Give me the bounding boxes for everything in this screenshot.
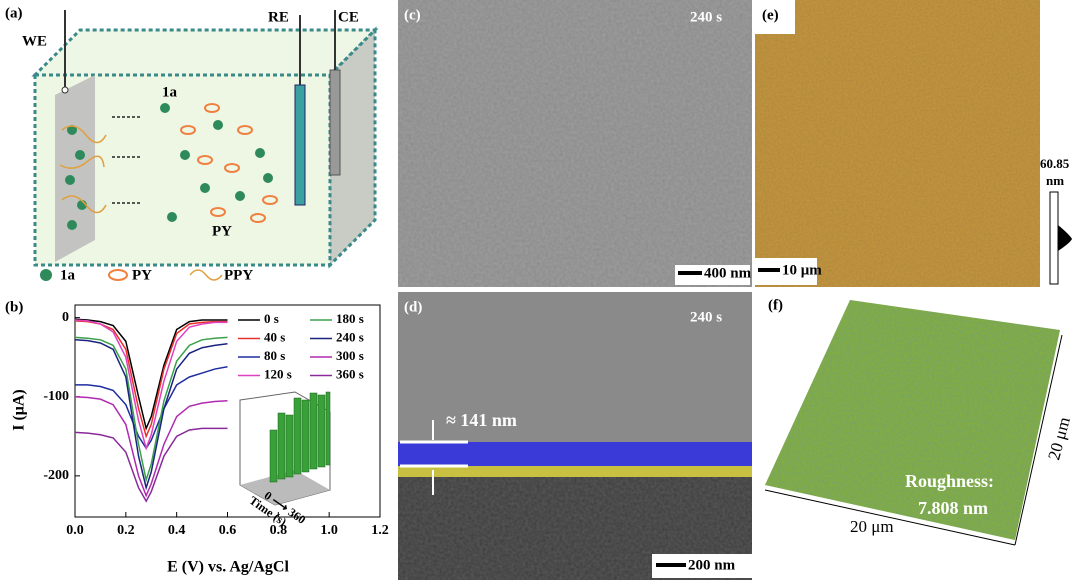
panel-label: (e) (762, 7, 779, 23)
panel-f: (f) Roughness: 7.808 nm 20 μm 20 μm (764, 297, 1074, 546)
series-line (74, 319, 228, 451)
species-label: PY (212, 223, 232, 239)
legend-label: 80 s (264, 348, 285, 363)
panel-e: (e) 10 μm 60.85 nm (755, 0, 1080, 290)
legend-label: PPY (224, 267, 253, 283)
axis-size-label: 20 μm (850, 517, 894, 536)
colorbar-unit: nm (1046, 173, 1064, 188)
x-tick-label: 1.2 (371, 523, 389, 538)
legend-label: 120 s (264, 366, 292, 381)
series-line (74, 339, 228, 491)
series-line (74, 396, 228, 498)
series-line (74, 320, 228, 439)
x-tick-label: 0.8 (270, 523, 288, 538)
panel-label: (d) (404, 299, 422, 315)
legend-label: 1a (60, 267, 76, 283)
panel-a: (a) WE RE CE 1a PY 1a PY PPY (5, 5, 379, 283)
time-label: 240 s (690, 309, 722, 325)
roughness-value: 7.808 nm (918, 498, 988, 518)
legend-label: 40 s (264, 329, 285, 344)
y-tick-label: -100 (43, 389, 69, 404)
electrode-label: WE (22, 33, 47, 49)
thickness-label: ≈ 141 nm (446, 410, 517, 430)
axis-size-label: 20 μm (1044, 415, 1074, 462)
legend-label: 300 s (336, 348, 364, 363)
legend-label: 180 s (336, 311, 364, 326)
panel-label: (c) (404, 7, 421, 23)
time-label: 240 s (690, 9, 722, 25)
inset: Time (s) 0 ⟶ 360 (239, 391, 331, 529)
panel-d: (d) 240 s ≈ 141 nm 200 nm (398, 292, 752, 580)
series-line (75, 365, 228, 450)
series-line (74, 318, 228, 431)
y-axis-label: I (μA) (11, 389, 28, 431)
scale-bar-label: 200 nm (688, 557, 736, 573)
electrode-label: RE (268, 9, 289, 25)
panel-b: (b) E (V) vs. Ag/AgCl I (μA) Time (s) 0 … (5, 299, 389, 575)
y-tick-label: -200 (43, 468, 69, 483)
legend-label: PY (132, 267, 152, 283)
x-tick-label: 1.0 (320, 523, 338, 538)
colorbar-label: 60.85 (1040, 156, 1070, 171)
series-line (74, 336, 228, 483)
x-tick-label: 0.2 (117, 523, 135, 538)
panel-label: (f) (768, 297, 783, 313)
series-line (74, 427, 228, 503)
legend-label: 0 s (264, 311, 279, 326)
x-tick-label: 0.0 (66, 523, 84, 538)
x-tick-label: 0.6 (219, 523, 237, 538)
plot-frame (74, 304, 381, 518)
legend-label: 240 s (336, 329, 364, 344)
scale-bar-label: 10 μm (782, 262, 822, 278)
y-tick-label: 0 (62, 310, 69, 325)
x-tick-label: 0.4 (168, 523, 186, 538)
x-axis-label: E (V) vs. Ag/AgCl (167, 559, 289, 576)
species-label: 1a (162, 84, 178, 100)
panel-label: (a) (5, 5, 23, 21)
panel-label: (b) (5, 299, 23, 315)
panel-c: (c) 240 s 400 nm (398, 0, 752, 287)
roughness-title: Roughness: (905, 471, 994, 491)
electrode-label: CE (338, 9, 359, 25)
legend-label: 360 s (336, 366, 364, 381)
scale-bar-label: 400 nm (704, 265, 752, 281)
